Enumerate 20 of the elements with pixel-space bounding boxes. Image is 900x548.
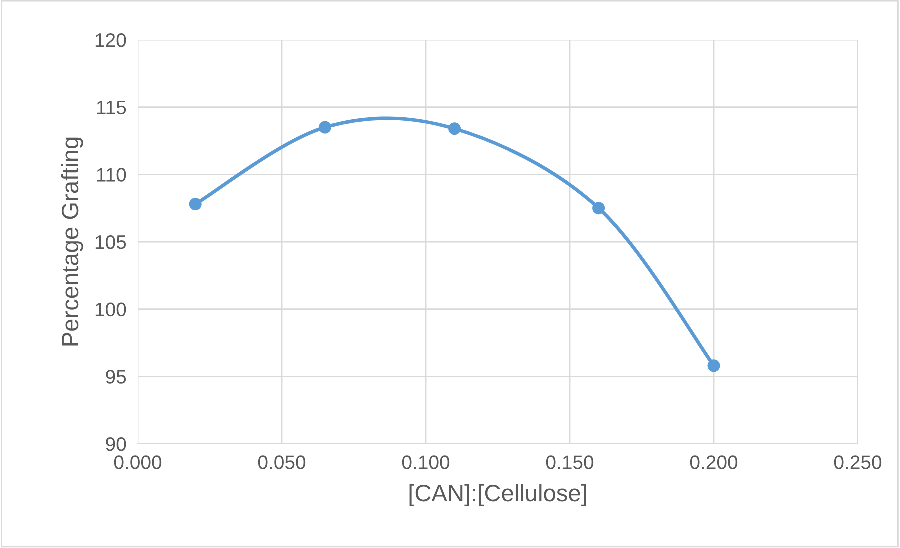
- x-tick-label: 0.050: [258, 456, 306, 470]
- y-tick-label: 90: [106, 437, 126, 452]
- x-tick-label: 0.200: [690, 456, 738, 470]
- x-tick-label: 0.100: [402, 456, 450, 470]
- x-tick-label: 0.000: [114, 456, 162, 470]
- y-tick-label: 110: [97, 168, 126, 182]
- y-tick-label: 115: [97, 101, 126, 115]
- y-tick-label: 95: [106, 370, 126, 384]
- point: [189, 198, 202, 211]
- y-tick-label: 105: [96, 235, 126, 250]
- x-axis-title: [CAN]:[Cellulose]: [410, 484, 586, 506]
- y-tick-label: 100: [96, 302, 126, 317]
- x-tick-label: 0.150: [546, 456, 594, 470]
- x-tick-label: 0.250: [834, 456, 882, 470]
- y-tick-label: 120: [96, 33, 126, 48]
- y-axis-title: Percentage Grafting: [61, 138, 84, 346]
- point: [592, 202, 606, 215]
- point: [318, 121, 332, 134]
- point: [448, 122, 462, 136]
- point: [708, 360, 720, 372]
